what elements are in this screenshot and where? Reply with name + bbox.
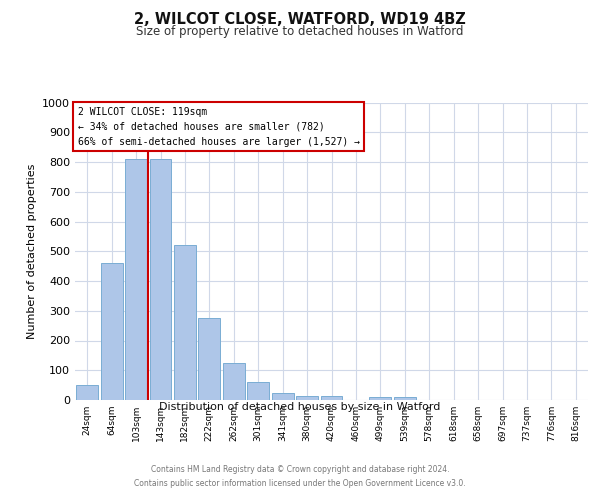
- Bar: [296, 396, 318, 400]
- Y-axis label: Number of detached properties: Number of detached properties: [26, 164, 37, 339]
- Bar: [320, 396, 343, 400]
- Bar: [370, 397, 391, 400]
- Bar: [247, 382, 269, 400]
- Bar: [199, 318, 220, 400]
- Text: Contains HM Land Registry data © Crown copyright and database right 2024.
Contai: Contains HM Land Registry data © Crown c…: [134, 466, 466, 487]
- Text: Size of property relative to detached houses in Watford: Size of property relative to detached ho…: [136, 25, 464, 38]
- Bar: [149, 159, 172, 400]
- Text: 2 WILCOT CLOSE: 119sqm
← 34% of detached houses are smaller (782)
66% of semi-de: 2 WILCOT CLOSE: 119sqm ← 34% of detached…: [77, 107, 359, 146]
- Bar: [101, 263, 122, 400]
- Bar: [76, 385, 98, 400]
- Bar: [125, 159, 147, 400]
- Bar: [272, 392, 293, 400]
- Text: Distribution of detached houses by size in Watford: Distribution of detached houses by size …: [160, 402, 440, 412]
- Bar: [223, 363, 245, 400]
- Bar: [394, 397, 416, 400]
- Bar: [174, 246, 196, 400]
- Text: 2, WILCOT CLOSE, WATFORD, WD19 4BZ: 2, WILCOT CLOSE, WATFORD, WD19 4BZ: [134, 12, 466, 28]
